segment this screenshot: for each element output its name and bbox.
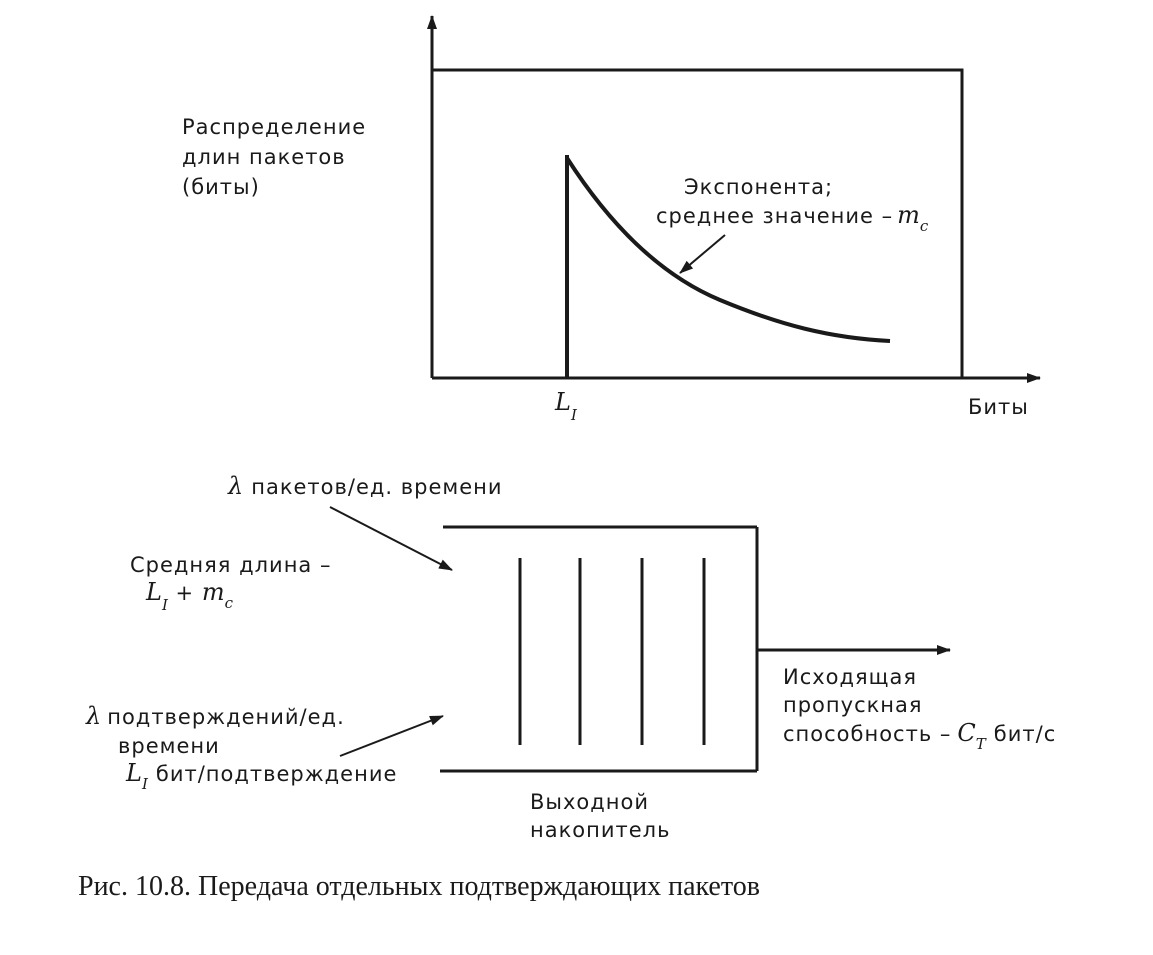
buffer-label-line2: накопитель xyxy=(530,818,670,842)
y-axis-label-line3: (биты) xyxy=(182,175,260,199)
output-capacity-line3: способность – CT бит/с xyxy=(783,719,1056,753)
x-axis-label: Биты xyxy=(968,395,1029,419)
tick-label-li: LI xyxy=(554,388,578,424)
curve-label-line2: среднее значение – mc xyxy=(656,201,929,235)
y-axis-label-line1: Распределение xyxy=(182,115,366,139)
ack-rate-label-line1: λ подтверждений/ед. xyxy=(85,702,345,730)
ack-rate-label-line2: времени xyxy=(118,734,220,758)
mean-length-formula: LI + mc xyxy=(145,578,234,614)
curve-label-line1: Экспонента; xyxy=(684,175,833,199)
frame xyxy=(432,68,964,378)
ack-length-label: LI бит/подтверждение xyxy=(125,759,397,793)
figure-caption: Рис. 10.8. Передача отдельных подтвержда… xyxy=(78,871,760,902)
output-buffer-diagram: λ пакетов/ед. времени Средняя длина – LI … xyxy=(85,472,1056,842)
output-capacity-line2: пропускная xyxy=(783,693,923,717)
exponential-curve xyxy=(565,156,891,343)
acks-input-arrow xyxy=(339,715,444,757)
mean-length-label: Средняя длина – xyxy=(130,553,331,577)
packets-input-arrow xyxy=(329,506,453,571)
buffer-label-line1: Выходной xyxy=(530,790,649,814)
curve-pointer-arrow xyxy=(679,234,726,274)
output-capacity-line1: Исходящая xyxy=(783,665,917,689)
y-axis-label-line2: длин пакетов xyxy=(182,145,346,169)
distribution-chart: Распределение длин пакетов (биты) Экспон… xyxy=(182,15,1041,424)
packets-rate-label: λ пакетов/ед. времени xyxy=(227,472,503,500)
